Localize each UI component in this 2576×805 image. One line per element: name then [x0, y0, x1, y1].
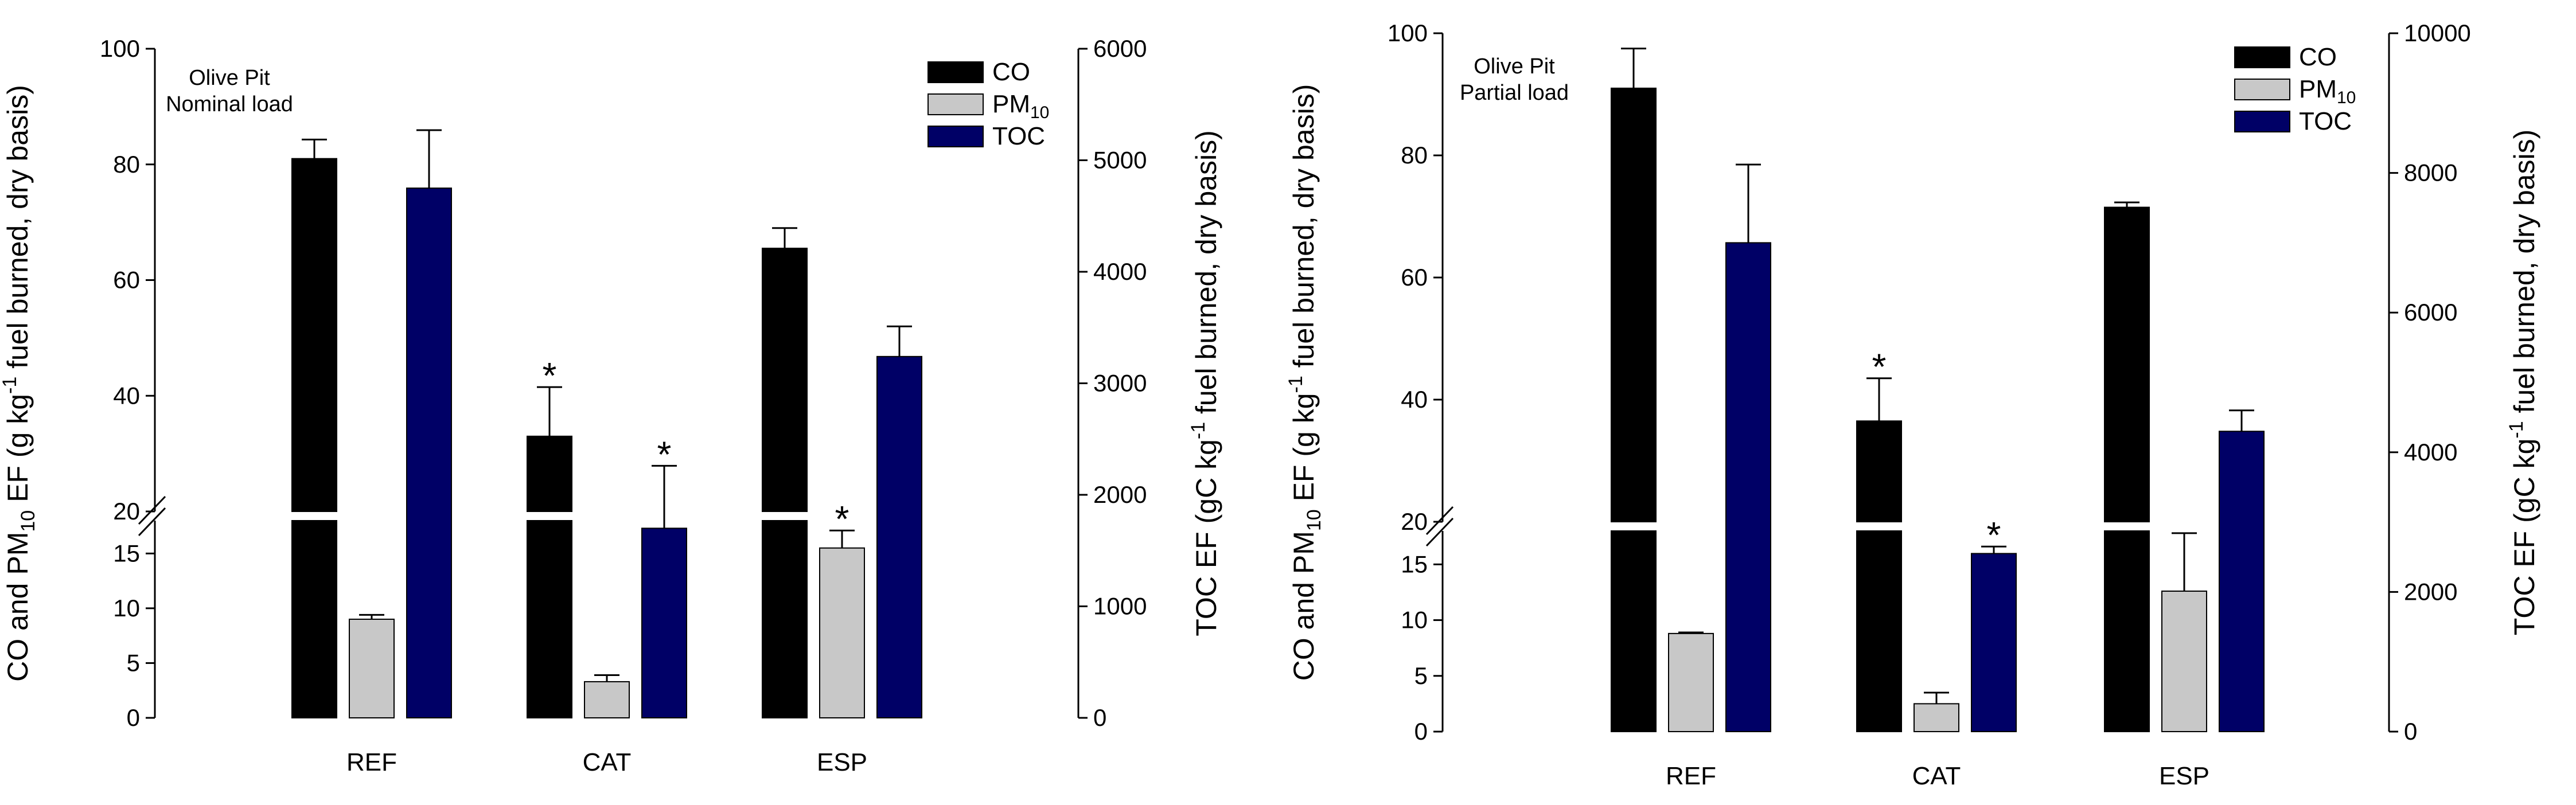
- right-tick-label: 1000: [1093, 593, 1147, 620]
- y-axis-label: CO and PM10 EF (g kg-1 fuel burned, dry …: [1285, 84, 1325, 681]
- legend-label-toc: TOC: [992, 122, 1045, 150]
- left-tick-label: 100: [100, 35, 140, 62]
- annotation-line: Olive Pit: [1474, 54, 1555, 79]
- significance-star: *: [1872, 346, 1887, 388]
- axis-break-mark: [138, 495, 166, 525]
- bar-co-upper: [527, 435, 572, 512]
- legend-swatch-pm10: [927, 93, 984, 115]
- bar-co-upper: [762, 248, 808, 512]
- legend-label-co: CO: [2299, 43, 2337, 71]
- bar-co-lower: [2104, 530, 2150, 732]
- right-tick-label: 4000: [1093, 258, 1147, 285]
- significance-star: *: [835, 498, 849, 540]
- bar-co-upper: [291, 158, 337, 513]
- right-tick-label: 0: [2404, 718, 2417, 745]
- bar-pm10: [2161, 591, 2207, 732]
- left-tick-label: 10: [113, 595, 140, 622]
- left-tick-label: 20: [113, 498, 140, 525]
- left-tick-label: 20: [1401, 508, 1428, 535]
- axis-break-mark: [138, 507, 166, 537]
- left-tick-label: 0: [127, 704, 140, 731]
- annotation-line: Nominal load: [166, 92, 293, 116]
- category-label: CAT: [1912, 762, 1961, 790]
- bar-co-lower: [527, 520, 572, 718]
- legend-swatch-toc: [2234, 111, 2290, 132]
- y2-axis-label: TOC EF (gC kg-1 fuel burned, dry basis): [1187, 130, 1222, 636]
- y-axis-label: CO and PM10 EF (g kg-1 fuel burned, dry …: [0, 85, 39, 682]
- legend-swatch-pm10: [2234, 79, 2290, 100]
- chart-partial: 20 40 60 80 100 0 5 10 15 0 2000 4000 6000 8000 10000 C…: [1285, 19, 2540, 790]
- legend-swatch-toc: [927, 126, 984, 147]
- category-label: ESP: [817, 748, 867, 776]
- category-label: ESP: [2159, 762, 2209, 790]
- legend-swatch-co: [2234, 46, 2290, 68]
- left-tick-label: 80: [113, 151, 140, 178]
- bar-co-upper: [2104, 206, 2150, 522]
- annotation-line: Partial load: [1460, 81, 1569, 105]
- left-tick-label: 40: [1401, 386, 1428, 413]
- right-tick-label: 2000: [2404, 578, 2457, 605]
- left-tick-label: 40: [113, 382, 140, 409]
- bar-pm10: [584, 681, 630, 719]
- right-tick-label: 4000: [2404, 439, 2457, 466]
- left-tick-label: 100: [1388, 19, 1428, 46]
- right-tick-label: 10000: [2404, 19, 2471, 46]
- bar-co-lower: [762, 520, 808, 718]
- right-tick-label: 5000: [1093, 147, 1147, 174]
- bar-co-upper: [1611, 87, 1657, 523]
- bar-toc: [876, 355, 922, 718]
- bar-pm10: [1914, 703, 1959, 733]
- right-tick-label: 0: [1093, 704, 1106, 731]
- left-tick-label: 5: [127, 649, 140, 676]
- bar-co-lower: [1856, 530, 1902, 732]
- significance-star: *: [1987, 514, 2001, 556]
- bar-co-lower: [1611, 530, 1657, 732]
- bar-toc: [1971, 553, 2017, 732]
- left-tick-label: 15: [113, 540, 140, 566]
- left-tick-label: 10: [1401, 607, 1428, 634]
- legend-label-toc: TOC: [2299, 107, 2352, 135]
- axis-break-mark: [1425, 517, 1454, 547]
- left-tick-label: 0: [1414, 718, 1428, 745]
- bar-pm10: [1668, 632, 1714, 733]
- bar-co-lower: [291, 520, 337, 718]
- bar-toc: [406, 187, 452, 718]
- bar-toc: [1725, 242, 1771, 732]
- left-tick-label: 60: [1401, 264, 1428, 291]
- right-tick-label: 6000: [2404, 299, 2457, 326]
- bar-toc: [641, 527, 687, 718]
- category-label: REF: [346, 748, 397, 776]
- legend-swatch-co: [927, 61, 984, 83]
- left-tick-label: 80: [1401, 142, 1428, 169]
- category-label: CAT: [583, 748, 632, 776]
- right-tick-label: 8000: [2404, 159, 2457, 186]
- significance-star: *: [543, 355, 557, 396]
- bar-pm10: [819, 547, 865, 718]
- left-tick-label: 15: [1401, 550, 1428, 577]
- annotation-line: Olive Pit: [189, 66, 270, 90]
- significance-star: *: [657, 433, 672, 475]
- bar-toc: [2219, 431, 2265, 732]
- axis-break-mark: [1425, 506, 1454, 536]
- chart-nominal: 2040608010005101501000200030004000500060…: [0, 35, 1222, 776]
- bar-pm10: [349, 619, 395, 718]
- left-tick-label: 5: [1414, 662, 1428, 689]
- y2-axis-label: TOC EF (gC kg-1 fuel burned, dry basis): [2505, 130, 2540, 635]
- bar-co-upper: [1856, 420, 1902, 523]
- right-tick-label: 6000: [1093, 35, 1147, 62]
- category-label: REF: [1666, 762, 1716, 790]
- legend-label-pm10: PM10: [2299, 75, 2356, 107]
- legend-label-co: CO: [992, 58, 1030, 86]
- right-tick-label: 2000: [1093, 481, 1147, 508]
- right-tick-label: 3000: [1093, 370, 1147, 397]
- left-tick-label: 60: [113, 267, 140, 294]
- legend-label-pm10: PM10: [992, 90, 1049, 122]
